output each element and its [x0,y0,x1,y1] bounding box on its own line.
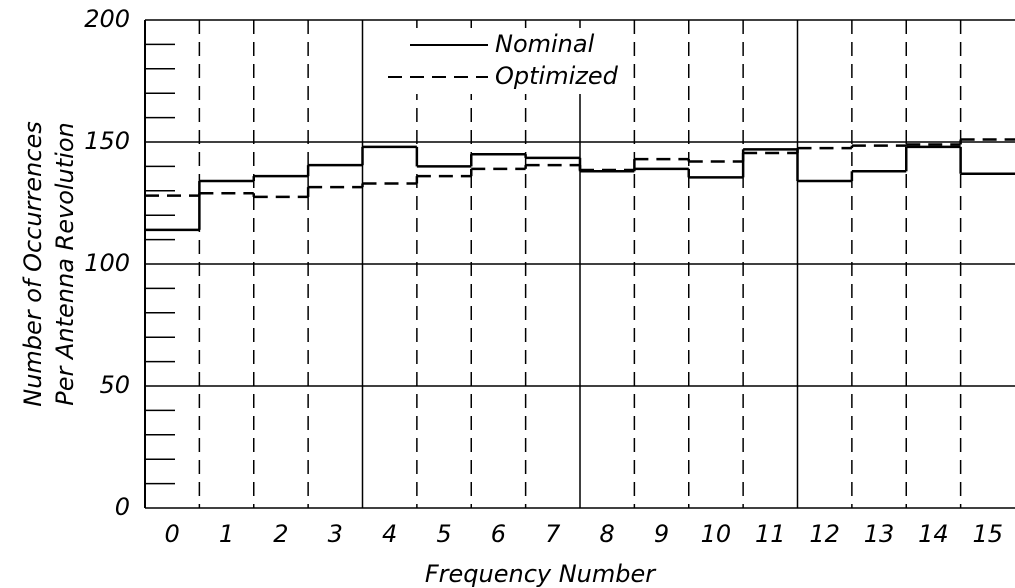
y-tick-label: 100 [84,249,130,277]
legend-label: Optimized [495,62,619,90]
y-tick-label: 200 [84,5,130,33]
x-tick-label: 5 [436,520,451,548]
x-axis-label: Frequency Number [425,560,657,588]
x-tick-label: 11 [755,520,786,548]
x-tick-label: 6 [491,520,506,548]
x-tick-label: 8 [600,520,615,548]
x-tick-label: 13 [864,520,895,548]
x-tick-label: 10 [701,520,732,548]
x-tick-label: 0 [165,520,180,548]
legend-label: Nominal [495,30,595,58]
x-tick-label: 9 [654,520,669,548]
x-tick-label: 3 [328,520,343,548]
x-tick-label: 14 [918,520,949,548]
x-tick-label: 7 [545,520,561,548]
x-tick-label: 12 [809,520,840,548]
x-tick-label: 1 [219,520,234,548]
y-tick-label: 150 [84,127,130,155]
y-tick-label: 0 [115,493,130,521]
x-tick-label: 15 [973,520,1004,548]
y-tick-label: 50 [99,371,130,399]
y-axis-label: Number of Occurrences [19,121,47,406]
x-tick-label: 2 [273,520,288,548]
y-axis-label: Per Antenna Revolution [51,122,79,405]
legend-box [378,28,633,94]
x-tick-label: 4 [382,520,397,548]
